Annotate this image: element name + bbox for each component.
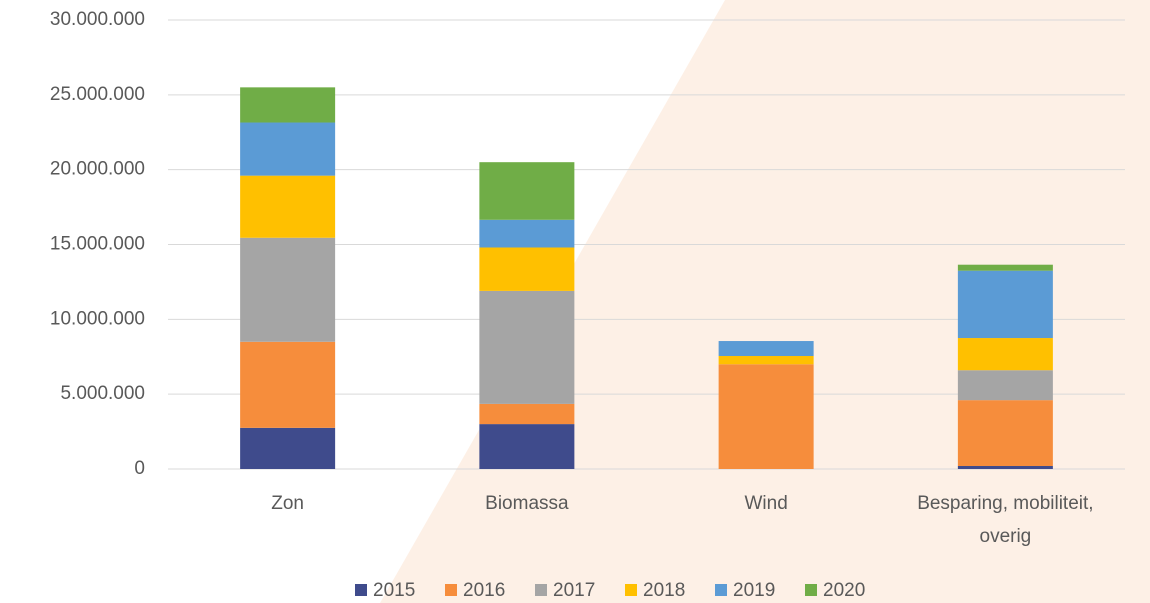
y-tick-label: 20.000.000 [50, 159, 145, 180]
bar-segment [957, 270, 1053, 339]
bar-segment [240, 427, 336, 469]
bar-segment [479, 403, 575, 425]
legend-swatch [625, 584, 637, 596]
y-tick-label: 0 [134, 458, 145, 479]
bar-segment [240, 175, 336, 238]
legend-label: 2016 [463, 580, 505, 601]
legend-swatch [445, 584, 457, 596]
bar-segment [240, 237, 336, 342]
x-tick-label: Wind [744, 493, 787, 514]
legend-label: 2015 [373, 580, 415, 601]
bar-segment [479, 219, 575, 248]
y-tick-label: 10.000.000 [50, 308, 145, 329]
bar-segment [479, 424, 575, 469]
legend-label: 2017 [553, 580, 595, 601]
bar-segment [479, 247, 575, 291]
x-tick-label: Besparing, mobiliteit, overig [917, 493, 1093, 547]
bar-segment [479, 162, 575, 220]
legend-swatch [355, 584, 367, 596]
bar-segment [957, 370, 1053, 401]
legend-label: 2018 [643, 580, 685, 601]
x-tick-label: Biomassa [485, 493, 569, 514]
x-tick-label: Zon [271, 493, 304, 514]
bar-segment [718, 341, 814, 357]
bar-segment [240, 341, 336, 428]
legend-swatch [535, 584, 547, 596]
bar-segment [957, 466, 1053, 469]
y-tick-label: 5.000.000 [60, 383, 145, 404]
bar-segment [957, 264, 1053, 271]
bar-segment [718, 356, 814, 365]
bar-segment [240, 87, 336, 123]
legend-swatch [715, 584, 727, 596]
y-tick-label: 25.000.000 [50, 84, 145, 105]
legend-label: 2019 [733, 580, 775, 601]
bar-segment [957, 400, 1053, 467]
bar-segment [957, 338, 1053, 371]
legend-swatch [805, 584, 817, 596]
y-tick-label: 30.000.000 [50, 9, 145, 30]
bar-segment [718, 364, 814, 469]
legend-label: 2020 [823, 580, 865, 601]
y-tick-label: 15.000.000 [50, 234, 145, 255]
bar-segment [479, 290, 575, 404]
bar-segment [240, 122, 336, 176]
